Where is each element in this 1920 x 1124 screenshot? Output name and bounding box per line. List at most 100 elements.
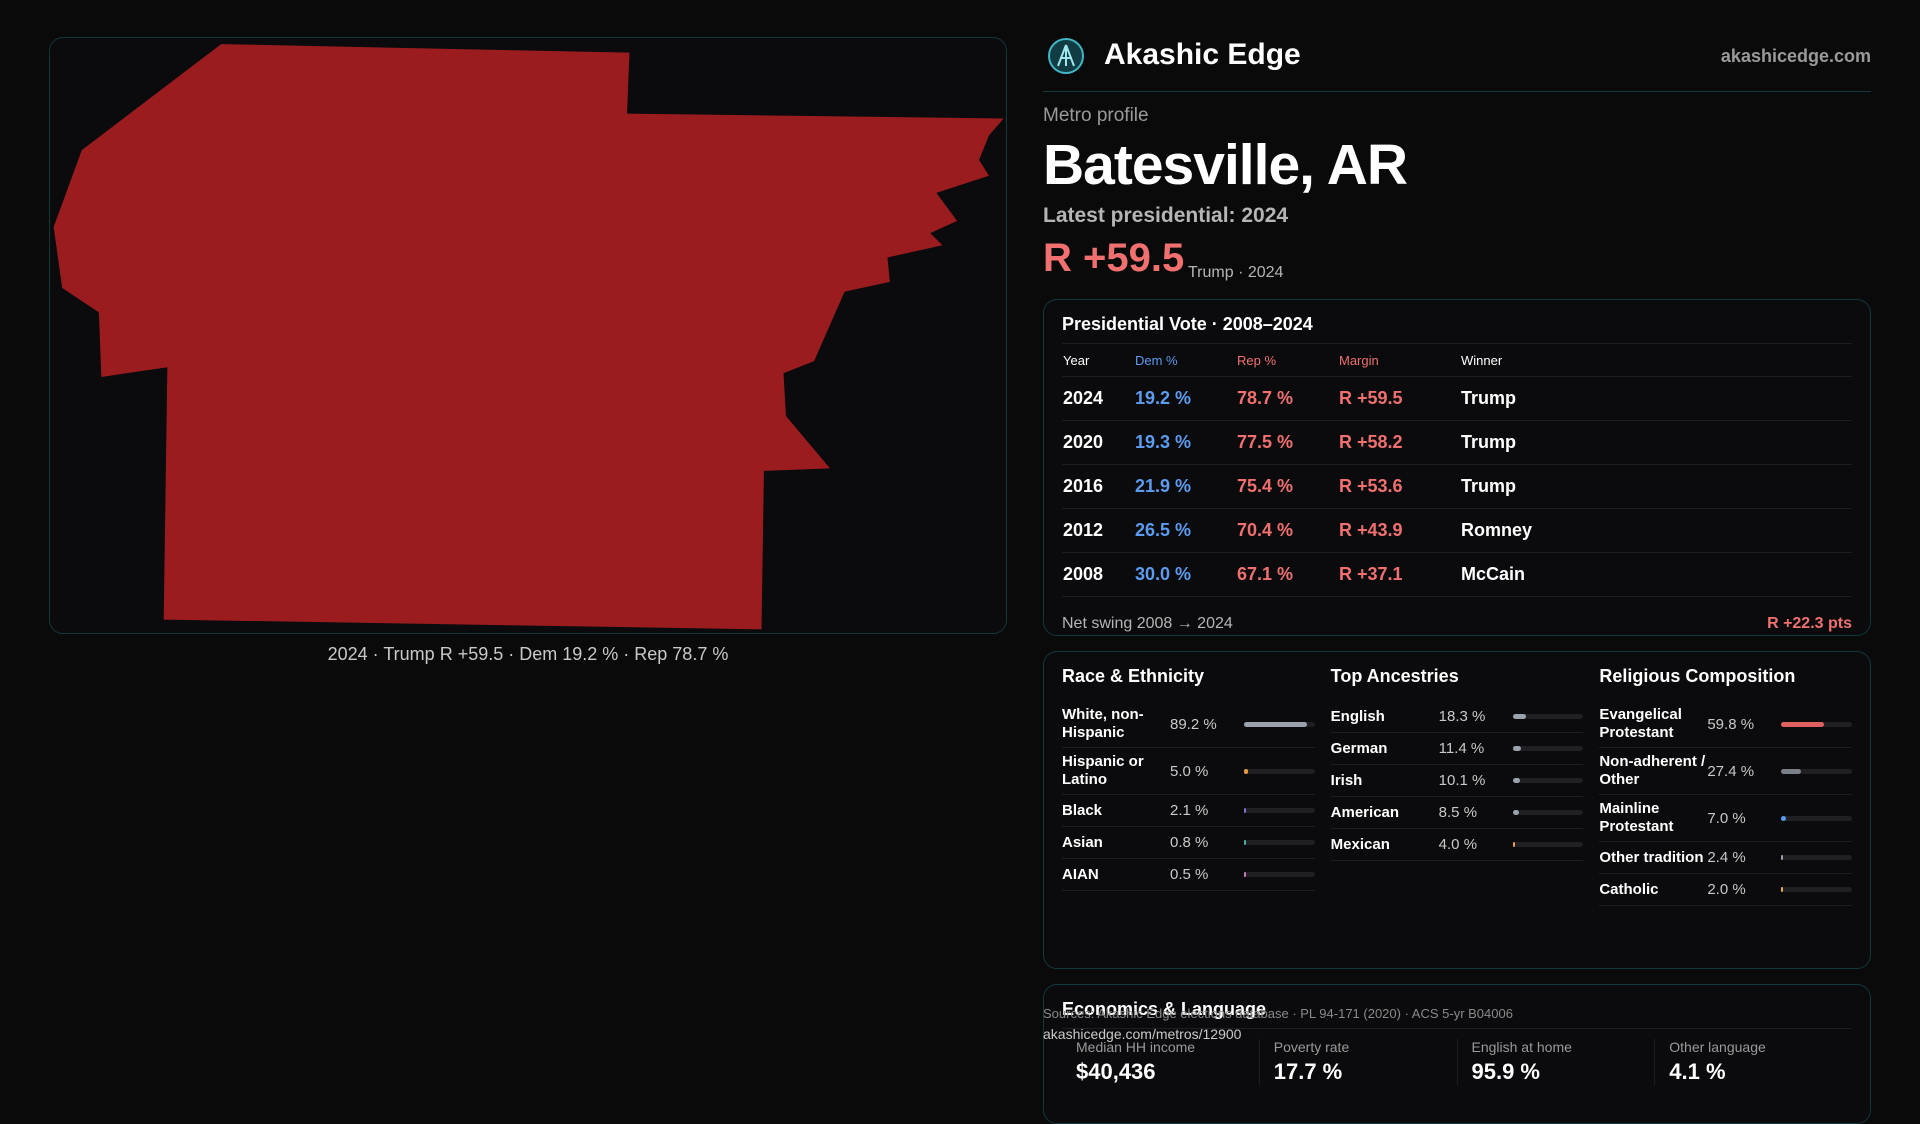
column-header: Rep % <box>1236 344 1338 377</box>
panel-title: Religious Composition <box>1599 666 1796 686</box>
demo-value: 0.8 % <box>1170 834 1209 851</box>
demo-value: 4.0 % <box>1438 836 1478 853</box>
vote-cell: Romney <box>1460 508 1852 553</box>
demo-row: English 18.3 % <box>1330 701 1584 733</box>
bar <box>1781 768 1801 774</box>
column-header: Year <box>1062 344 1134 377</box>
demo-row: Mexican 4.0 % <box>1330 829 1584 861</box>
bar <box>1244 768 1248 774</box>
brand: Akashic Edge <box>1104 38 1301 71</box>
map-panel <box>49 37 1007 634</box>
bar <box>1244 840 1246 845</box>
map-caption: 2024 · Trump R +59.5 · Dem 19.2 % · Rep … <box>327 644 729 664</box>
vote-cell: Trump <box>1460 376 1852 421</box>
panel-title: Top Ancestries <box>1330 666 1459 686</box>
bar-track <box>1244 840 1315 845</box>
vote-cell: 19.3 % <box>1134 420 1236 465</box>
bar-track <box>1244 768 1315 774</box>
demo-name: Mainline Protestant <box>1599 800 1674 835</box>
demo-name: AIAN <box>1062 865 1099 883</box>
column-header: Dem % <box>1134 344 1236 377</box>
vote-cell: Trump <box>1460 420 1852 465</box>
stat-label: Median HH income <box>1076 1039 1196 1055</box>
column-header: Margin <box>1338 344 1460 377</box>
bar <box>1244 721 1308 727</box>
bar-track <box>1244 872 1315 877</box>
vote-cell: R +37.1 <box>1338 552 1460 597</box>
demo-value: 0.5 % <box>1170 866 1209 883</box>
body: {"header": {"brand": "Akashic Edge", "do… <box>49 34 1871 1124</box>
url[interactable]: akashicedge.com/metros/12900 <box>1043 1026 1242 1042</box>
demo-value: 5.0 % <box>1170 762 1209 780</box>
demo-row: Hispanic or Latino 5.0 % <box>1062 748 1315 795</box>
vote-row: 2024 19.2 % 78.7 % R +59.5 Trump <box>1062 376 1852 421</box>
demo-value: 11.4 % <box>1438 740 1485 757</box>
demo-name: Black <box>1062 801 1103 819</box>
bar-track <box>1244 808 1315 813</box>
map <box>53 44 1004 630</box>
logo <box>1048 38 1084 74</box>
vote-cell: 2008 <box>1062 552 1134 597</box>
vote-cell: 2016 <box>1062 464 1134 509</box>
margin: R +59.5 <box>1043 236 1185 280</box>
bar <box>1244 808 1246 813</box>
vote-cell: Trump <box>1460 464 1852 509</box>
county-shape <box>53 44 1004 630</box>
bar <box>1781 721 1824 727</box>
bar <box>1781 855 1784 860</box>
demo-column: Religious Composition Evangelical Protest… <box>1599 666 1853 954</box>
demo-row: German 11.4 % <box>1330 733 1584 765</box>
demo-value: 18.3 % <box>1438 708 1486 725</box>
vote-cell: R +59.5 <box>1338 376 1460 421</box>
domain[interactable]: akashicedge.com <box>1720 46 1871 66</box>
bar-track <box>1512 810 1584 815</box>
panel-title: Economics & Language <box>1062 999 1852 1029</box>
vote-cell: 21.9 % <box>1134 464 1236 509</box>
stat-value: 95.9 % <box>1471 1059 1541 1084</box>
swing-label: Net swing 2008 → 2024 <box>1062 615 1233 632</box>
bar-track <box>1781 887 1853 892</box>
brand-row: Akashic Edge akashicedge.com <box>1043 34 1871 78</box>
demo-name: Non-adherent / Other <box>1599 753 1706 788</box>
vote-panel: Presidential Vote · 2008–2024 Year Dem % R… <box>1043 299 1871 636</box>
vote-cell: 2012 <box>1062 508 1134 553</box>
demo-row: Black 2.1 % <box>1062 795 1315 827</box>
demo-row: White, non-Hispanic 89.2 % <box>1062 701 1315 748</box>
demo-name: English <box>1330 707 1385 725</box>
bar-track <box>1781 855 1853 860</box>
stats: Median HH income $40,436 Poverty rate 17.7 … <box>1062 1039 1852 1085</box>
vote-cell: 70.4 % <box>1236 508 1338 553</box>
demo-value: 89.2 % <box>1170 715 1217 733</box>
bar-track <box>1781 815 1853 821</box>
demo-value: 2.0 % <box>1707 881 1746 898</box>
bar-track <box>1512 778 1584 783</box>
demo-name: Catholic <box>1599 880 1659 898</box>
stat-label: Poverty rate <box>1273 1039 1350 1055</box>
vote-cell: 75.4 % <box>1236 464 1338 509</box>
bar-track <box>1512 842 1584 847</box>
demo-name: Mexican <box>1330 835 1390 853</box>
vote-cell: 67.1 % <box>1236 552 1338 597</box>
bar-track <box>1512 746 1584 751</box>
bar <box>1512 778 1520 783</box>
stat-value: $40,436 <box>1076 1059 1156 1084</box>
demo-row: Mainline Protestant 7.0 % <box>1599 795 1853 842</box>
subtitle: Latest presidential: 2024 <box>1043 204 1289 227</box>
vote-cell: 30.0 % <box>1134 552 1236 597</box>
demo-value: 7.0 % <box>1707 809 1746 827</box>
demo-row: Catholic 2.0 % <box>1599 874 1853 906</box>
vote-cell: R +43.9 <box>1338 508 1460 553</box>
bar <box>1512 842 1516 847</box>
demo-value: 2.4 % <box>1707 849 1746 866</box>
stat: Poverty rate 17.7 % <box>1258 1039 1457 1085</box>
demo-row: American 8.5 % <box>1330 797 1584 829</box>
demo-row: AIAN 0.5 % <box>1062 859 1315 891</box>
stat: English at home 95.9 % <box>1456 1039 1655 1085</box>
stat-label: Other language <box>1669 1039 1766 1055</box>
bar <box>1781 887 1784 892</box>
demo-value: 27.4 % <box>1707 762 1755 780</box>
vote-row: 2012 26.5 % 70.4 % R +43.9 Romney <box>1062 508 1852 553</box>
margin-note: Trump · 2024 <box>1188 264 1284 281</box>
demo-name: American <box>1330 803 1400 821</box>
vote-cell: McCain <box>1460 552 1852 597</box>
